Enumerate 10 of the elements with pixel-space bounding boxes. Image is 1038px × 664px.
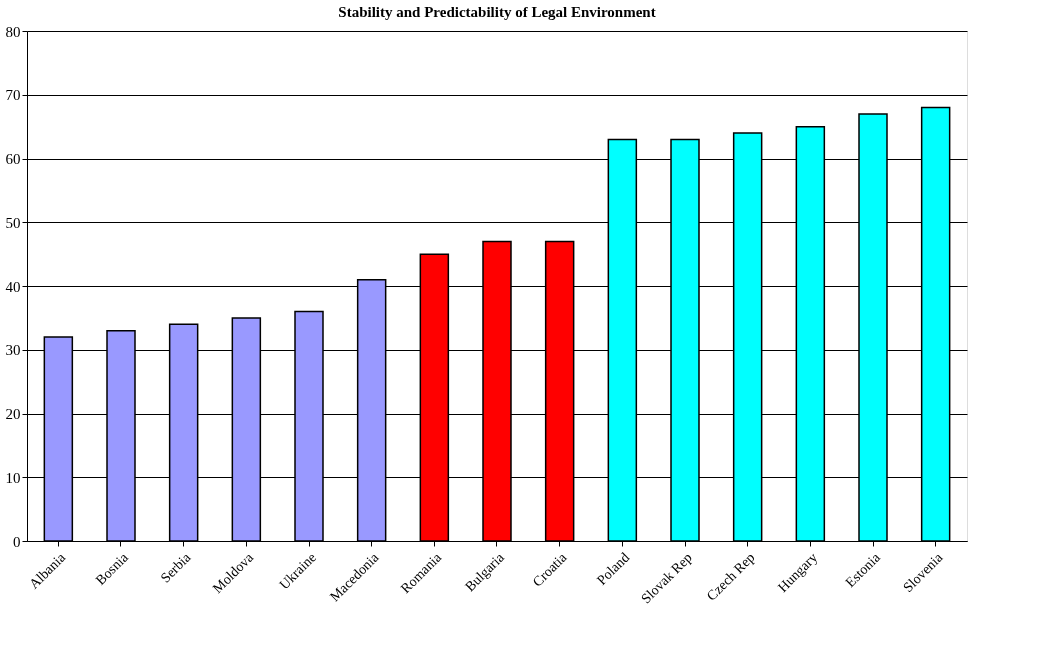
y-tick-label: 10: [5, 469, 21, 486]
chart-title: Stability and Predictability of Legal Environment: [338, 4, 656, 20]
y-tick-label: 70: [5, 87, 21, 104]
y-tick-label: 40: [5, 278, 21, 295]
y-tick-label: 20: [5, 406, 21, 422]
y-tick-label: 30: [5, 342, 21, 359]
y-tick-label: 80: [5, 23, 21, 40]
y-tick-label: 50: [5, 214, 21, 231]
y-tick-label: 60: [5, 151, 21, 167]
y-tick-label: 0: [13, 533, 21, 550]
